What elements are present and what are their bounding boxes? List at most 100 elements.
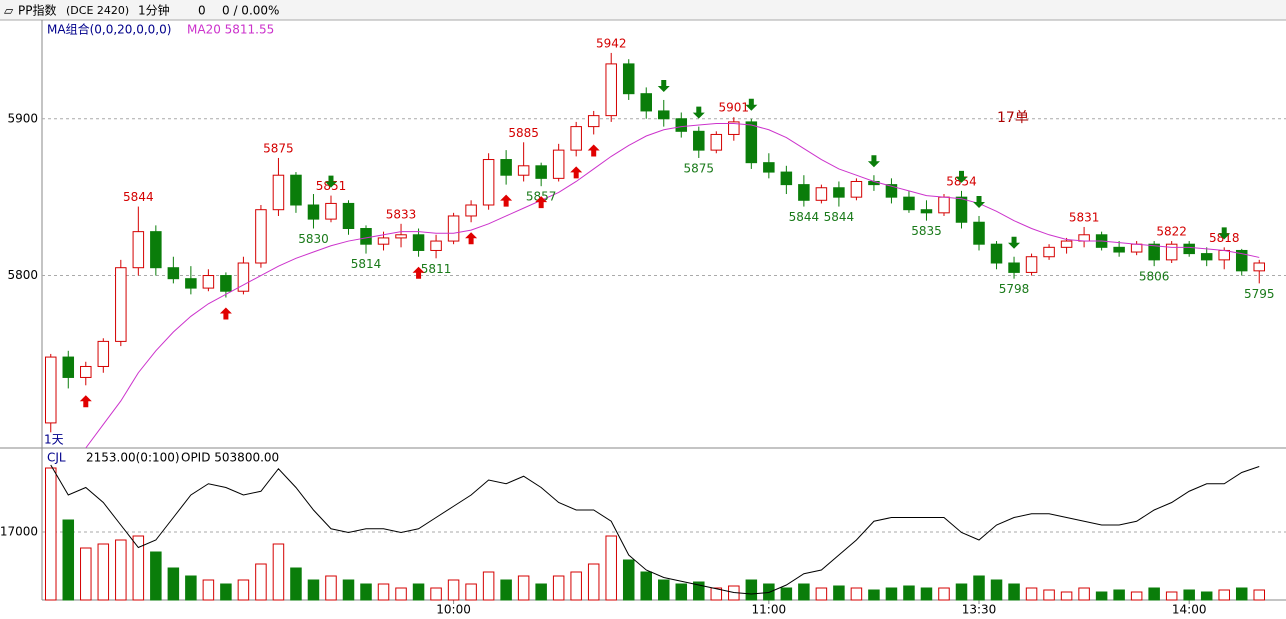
sell-arrow — [955, 170, 968, 183]
volume-bar — [517, 575, 530, 601]
x-tick-label: 13:30 — [962, 603, 997, 617]
candle-body — [885, 184, 898, 198]
buy-arrow — [587, 144, 600, 157]
candle-body — [693, 130, 705, 151]
volume-bar — [482, 571, 495, 601]
ma-settings[interactable]: MA组合(0,0,20,0,0,0) — [47, 22, 171, 37]
period-select[interactable]: 1分钟 — [138, 3, 170, 18]
volume-bar — [1253, 589, 1265, 601]
candle-body — [535, 165, 547, 179]
volume-bar — [342, 579, 355, 601]
volume-bar — [1025, 587, 1038, 601]
sell-arrow — [692, 106, 705, 119]
volume-bar — [1043, 589, 1055, 601]
symbol-name[interactable]: PP指数 — [18, 3, 56, 18]
candle-body — [640, 93, 652, 112]
volume-bar — [1183, 589, 1195, 601]
sell-arrow — [973, 195, 986, 208]
menu-icon[interactable]: ▱ — [4, 4, 14, 18]
sell-arrow — [1008, 236, 1021, 249]
volume-bar — [360, 583, 372, 601]
low-label: 5844 — [824, 210, 855, 224]
candle-body — [167, 267, 180, 280]
volume-bar — [412, 583, 425, 601]
buy-arrow — [465, 232, 478, 245]
high-label: 5875 — [263, 141, 294, 155]
sell-arrow — [657, 79, 670, 92]
low-label: 5798 — [999, 282, 1030, 296]
volume-bar — [272, 543, 285, 601]
volume-bar — [395, 587, 407, 601]
volume-bar — [990, 579, 1003, 601]
volume-label[interactable]: CJL — [47, 451, 66, 465]
volume-bar — [185, 575, 197, 601]
volume-bar — [745, 579, 758, 601]
volume-bar — [815, 587, 828, 601]
volume-bar — [710, 587, 723, 601]
candle-body — [1200, 253, 1213, 261]
candle-body — [955, 196, 968, 223]
candle-body — [1218, 249, 1230, 261]
high-label: 5901 — [719, 101, 750, 115]
volume-bar — [150, 551, 162, 601]
sell-arrow — [1218, 227, 1231, 240]
candle-body — [798, 184, 810, 201]
high-label: 5844 — [123, 190, 154, 204]
volume-bar — [202, 579, 215, 601]
high-label: 5885 — [508, 126, 539, 140]
volume-bar — [587, 563, 600, 601]
candle-body — [570, 126, 582, 151]
candle-body — [360, 228, 372, 245]
high-label: 5831 — [1069, 210, 1100, 224]
volume-bar — [237, 579, 250, 601]
volume-bar — [45, 467, 57, 601]
buy-arrow — [535, 196, 548, 209]
volume-bar — [780, 587, 793, 601]
high-label: 5942 — [596, 36, 627, 50]
volume-bar — [640, 571, 652, 601]
candle-body — [412, 234, 425, 251]
candle-body — [272, 174, 285, 211]
candle-body — [587, 115, 600, 128]
candle-body — [1078, 234, 1090, 242]
low-label: 5875 — [684, 161, 715, 175]
candle-body — [658, 110, 670, 120]
volume-bar — [132, 535, 145, 601]
x-tick-label: 10:00 — [436, 603, 471, 617]
candle-body — [132, 231, 145, 269]
volume-bar — [622, 559, 635, 601]
candle-body — [482, 159, 495, 206]
candle-body — [150, 231, 162, 269]
opid-info: OPID 503800.00 — [181, 451, 279, 465]
candle-body — [903, 196, 915, 211]
volume-bar — [1200, 591, 1213, 601]
volume-bar — [1218, 589, 1230, 601]
volume-bar — [920, 587, 933, 601]
volume-bar — [1060, 591, 1073, 601]
candle-body — [1008, 262, 1020, 273]
volume-bar — [1235, 587, 1248, 601]
candle-body — [728, 121, 740, 135]
sell-arrow — [867, 155, 880, 168]
candle-body — [115, 267, 127, 342]
buy-arrow — [412, 266, 425, 279]
buy-arrow — [500, 194, 513, 207]
last-price: 0 — [198, 4, 206, 18]
y-tick-label: 5900 — [7, 111, 38, 125]
candle-body — [1130, 243, 1143, 253]
candle-body — [675, 118, 688, 132]
low-label: 5811 — [421, 262, 452, 276]
volume-bar — [850, 587, 863, 601]
volume-bar — [1008, 583, 1020, 601]
candle-body — [1113, 246, 1125, 253]
volume-bar — [1113, 589, 1125, 601]
volume-bar — [1165, 591, 1178, 601]
x-tick-label: 11:00 — [752, 603, 787, 617]
volume-bar — [675, 583, 688, 601]
candle-body — [185, 278, 197, 289]
buy-arrow — [570, 166, 583, 179]
low-label: 5835 — [911, 224, 942, 238]
volume-bar — [97, 543, 110, 601]
candle-body — [710, 133, 723, 151]
